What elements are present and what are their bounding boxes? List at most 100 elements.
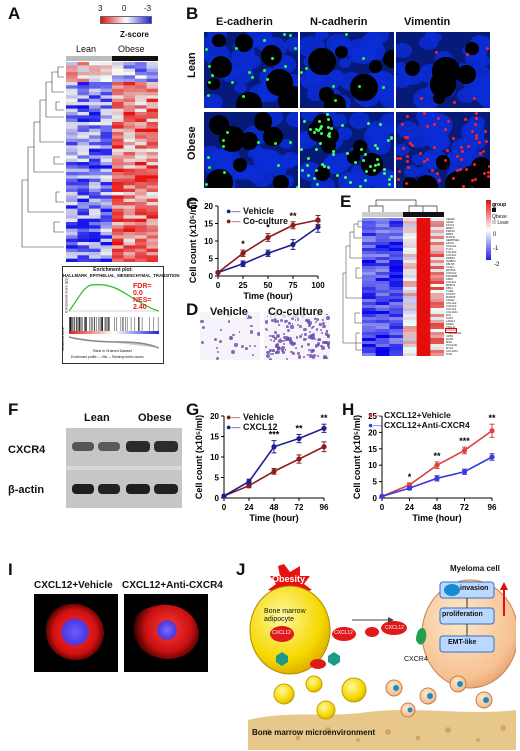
- gene-label: PRRX1: [446, 257, 455, 260]
- signal-speck: [277, 164, 281, 168]
- heatmap-cell: [100, 222, 113, 226]
- heatmap-cell: [430, 236, 444, 240]
- heatmap-cell: [403, 302, 417, 306]
- stained-cell: [290, 325, 294, 329]
- heatmap-cell: [146, 232, 158, 236]
- chart-g-legend: ●— Vehicle ●— CXCL12: [226, 412, 278, 432]
- heatmap-cell: [375, 248, 390, 252]
- heatmap-cell: [77, 162, 90, 166]
- signal-speck: [486, 46, 490, 50]
- stained-cell: [268, 348, 272, 352]
- heatmap-cell: [100, 168, 113, 173]
- heatmap-cell: [100, 105, 113, 109]
- signal-speck: [348, 180, 352, 184]
- significance-mark: *: [408, 472, 412, 482]
- nucleus-blob: [222, 73, 234, 83]
- legend-label: CXCL12+Anti-CXCR4: [384, 420, 470, 430]
- heatmap-cell: [89, 195, 101, 199]
- heatmap-cell: [362, 284, 376, 288]
- heatmap-cell: [430, 248, 444, 252]
- heatmap-cell: [89, 155, 101, 159]
- heatmap-cell: [123, 118, 136, 123]
- signal-speck: [452, 101, 456, 105]
- heatmap-cell: [416, 227, 431, 231]
- heatmap-cell: [375, 320, 390, 324]
- signal-speck: [455, 154, 459, 158]
- x-tick-label: 72: [460, 503, 469, 512]
- nucleus-blob: [468, 116, 486, 130]
- heatmap-cell: [146, 205, 158, 209]
- stained-cell: [282, 342, 285, 345]
- signal-speck: [404, 181, 408, 185]
- heatmap-cell: [416, 338, 431, 342]
- heatmap-cell: [77, 232, 90, 236]
- heatmap-cell: [112, 252, 124, 256]
- gene-label: MYL9: [446, 347, 454, 350]
- dark-void: [315, 165, 331, 182]
- heatmap-cell: [362, 245, 376, 249]
- heatmap-cell: [362, 233, 376, 237]
- fluor-lean-ecad: [204, 32, 298, 108]
- heatmap-cell: [375, 236, 390, 240]
- heatmap-cell: [123, 218, 136, 223]
- heatmap-cell: [77, 188, 90, 193]
- heatmap-cell: [112, 165, 124, 169]
- gene-label: COL16A1: [446, 311, 458, 314]
- heatmap-cell: [77, 222, 90, 226]
- heatmap-cell: [389, 245, 404, 249]
- stained-cell: [281, 346, 286, 351]
- signal-speck: [225, 130, 229, 134]
- heatmap-cell: [100, 248, 113, 253]
- heatmap-cell: [89, 92, 101, 96]
- heatmap-cell: [362, 248, 376, 252]
- heatmap-cell: [403, 290, 417, 294]
- heatmap-cell: [416, 281, 431, 285]
- heatmap-cell: [135, 195, 147, 199]
- heatmap-cell: [416, 332, 431, 336]
- heatmap-cell: [135, 102, 147, 106]
- heatmap-cell: [430, 233, 444, 237]
- stained-cell: [246, 315, 250, 320]
- heatmap-cell: [77, 168, 90, 173]
- stained-cell: [316, 342, 321, 346]
- heatmap-cell: [416, 275, 431, 279]
- heatmap-cell: [89, 82, 101, 86]
- heatmap-cell: [403, 323, 417, 327]
- nucleus-blob: [331, 114, 348, 127]
- heatmap-cell: [66, 85, 78, 89]
- gene-label: IGFBP3: [446, 260, 456, 263]
- heatmap-cell: [77, 65, 90, 69]
- heatmap-cell: [146, 145, 158, 149]
- stained-cell: [303, 356, 305, 358]
- label-obesity: Obesity: [272, 574, 306, 584]
- stained-cell: [275, 334, 280, 339]
- significance-mark: **: [295, 423, 303, 433]
- stained-cell: [324, 331, 329, 336]
- heatmap-cell: [416, 293, 431, 297]
- heatmap-cell: [77, 82, 90, 86]
- gene-label: COL5A2: [446, 305, 457, 308]
- heatmap-cell: [416, 278, 431, 282]
- heatmap-cell: [66, 148, 78, 153]
- heatmap-cell: [89, 258, 101, 262]
- fluor-obese-ncad: [300, 112, 394, 188]
- heatmap-cell: [362, 338, 376, 342]
- gene-label: PDGFRB: [446, 275, 458, 278]
- heatmap-cell: [416, 314, 431, 318]
- gene-label: MGP: [446, 341, 453, 344]
- stained-cell: [285, 320, 288, 323]
- heatmap-cell: [135, 185, 147, 189]
- heatmap-cell: [403, 248, 417, 252]
- nucleus-blob: [381, 176, 394, 187]
- data-point: [271, 444, 277, 450]
- heatmap-cell: [89, 78, 101, 83]
- heatmap-cell: [146, 118, 158, 123]
- heatmap-cell: [146, 115, 158, 119]
- heatmap-cell: [123, 202, 136, 206]
- nucleus-blob: [279, 138, 294, 150]
- nucleus-blob: [230, 64, 255, 84]
- heatmap-cell: [403, 281, 417, 285]
- heatmap-cell: [135, 152, 147, 156]
- signal-speck: [304, 67, 308, 71]
- heatmap-cell: [375, 266, 390, 270]
